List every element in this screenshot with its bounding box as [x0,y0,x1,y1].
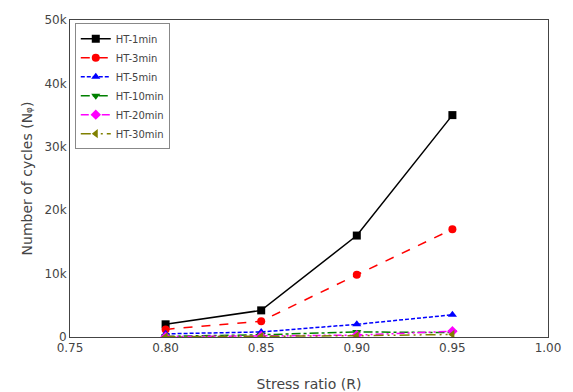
svg-text:0.90: 0.90 [343,341,370,355]
svg-text:HT-30min: HT-30min [116,129,164,140]
svg-text:Stress ratio (R): Stress ratio (R) [257,376,362,392]
svg-text:Number of cycles (Nᵩ): Number of cycles (Nᵩ) [19,102,35,256]
svg-text:40k: 40k [44,77,66,91]
svg-text:50k: 50k [44,13,66,27]
svg-text:0.95: 0.95 [439,341,466,355]
svg-text:20k: 20k [44,203,66,217]
svg-text:0.80: 0.80 [152,341,179,355]
svg-text:0: 0 [59,330,67,344]
svg-text:1.00: 1.00 [535,341,562,355]
svg-text:HT-3min: HT-3min [116,53,158,64]
svg-text:10k: 10k [44,267,66,281]
svg-text:HT-20min: HT-20min [116,110,164,121]
svg-text:0.75: 0.75 [57,341,84,355]
svg-text:0.85: 0.85 [248,341,275,355]
svg-text:30k: 30k [44,140,66,154]
svg-text:HT-1min: HT-1min [116,34,158,45]
svg-text:HT-10min: HT-10min [116,91,164,102]
svg-text:HT-5min: HT-5min [116,72,158,83]
